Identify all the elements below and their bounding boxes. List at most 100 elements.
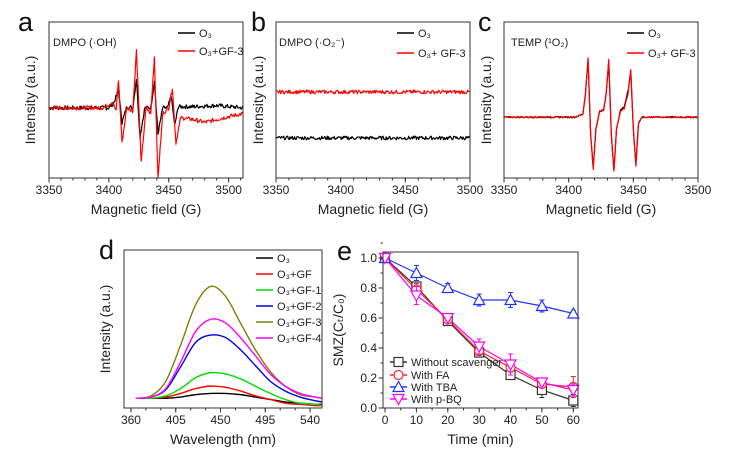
panel-label: c (478, 7, 492, 37)
plot-frame (503, 21, 699, 179)
x-axis-label: Time (min) (447, 431, 513, 447)
legend-label: O₃ (648, 28, 661, 40)
panel-c: c 3350 3400 3450 3500 Magnetic field (G) Inten… (478, 7, 712, 217)
legend-label: O₃+GF-3 (199, 46, 244, 58)
x-tick-label: 3400 (555, 183, 582, 197)
panel-label: a (18, 7, 34, 37)
annotation-text: TEMP (¹O₂) (511, 37, 568, 49)
legend-label: O₃ (277, 253, 290, 265)
x-tick-label: 3450 (392, 183, 419, 197)
data-point-marker (441, 312, 455, 325)
x-tick-label: 3400 (96, 183, 123, 197)
legend: O₃ O₃+ GF-3 (397, 28, 466, 60)
x-axis-label: Magnetic field (G) (546, 201, 656, 217)
x-tick-label: 3350 (36, 183, 63, 197)
legend-label: O₃+ GF-3 (418, 48, 466, 60)
legend-label: O₃+GF-1 (277, 285, 322, 297)
series-line-0 (504, 59, 698, 171)
series-line-0 (276, 135, 470, 141)
data-point-marker (409, 290, 423, 303)
y-tick-label: 0.0 (360, 401, 377, 415)
panel-a: a 3350 3400 3450 3500 Magnetic field (G) Inten… (18, 7, 244, 217)
series-line-3 (135, 334, 322, 403)
annotation-text: DMPO (·OH) (53, 37, 117, 49)
y-axis-label: SMZ(Cₜ/C₀) (330, 294, 346, 367)
plot-frame (275, 21, 471, 179)
panel-e: e 0 10 20 30 40 50 60 0.0 0.2 0.4 0.6 0.8 1.0 Time (mi… (330, 236, 580, 447)
legend-label: With p-BQ (411, 394, 462, 406)
y-axis-label: Intensity (a.u.) (250, 56, 266, 145)
data-point-marker (472, 293, 486, 306)
x-tick-label: 40 (504, 413, 518, 427)
data-point-marker (566, 306, 580, 319)
plot-frame (123, 249, 323, 409)
series-line-5 (135, 318, 322, 399)
y-axis-label: Intensity (a.u.) (22, 56, 38, 145)
legend-marker (391, 393, 406, 406)
y-tick-label: 0.2 (360, 371, 377, 385)
plot-area (49, 49, 243, 178)
legend-label: With TBA (411, 382, 458, 394)
x-axis-label: Magnetic field (G) (91, 201, 201, 217)
x-tick-label: 3450 (620, 183, 647, 197)
panel-label: e (337, 236, 352, 266)
series-line-4 (135, 285, 322, 399)
legend-label: O₃+GF-3 (277, 317, 322, 329)
panel-label: b (251, 7, 266, 37)
y-axis-label: Intensity (a.u.) (478, 56, 494, 145)
x-tick-label: 30 (472, 413, 486, 427)
series-line-1 (49, 49, 243, 178)
x-tick-label: 3350 (263, 183, 290, 197)
data-point-marker (566, 384, 580, 397)
legend: O₃ O₃+GF O₃+GF-1 O₃+GF-2 O₃+GF-3 O₃+GF-4 (256, 253, 322, 345)
x-tick-label: 50 (535, 413, 549, 427)
y-axis-label: Intensity (a.u.) (97, 285, 113, 374)
panel-label: d (99, 235, 114, 265)
plot-area (276, 89, 470, 141)
legend-label: O₃ (199, 28, 212, 40)
x-tick-label: 495 (255, 413, 275, 427)
data-point-marker (409, 266, 423, 279)
data-point-marker (535, 299, 549, 312)
panel-b: b 3350 3400 3450 3500 Magnetic field (G) Inten… (250, 7, 484, 217)
legend: O₃ O₃+ GF-3 (627, 28, 696, 60)
legend-label: With FA (411, 370, 450, 382)
x-tick-label: 3450 (155, 183, 182, 197)
x-tick-label: 60 (567, 413, 581, 427)
data-point-marker (504, 359, 518, 372)
x-tick-label: 450 (210, 413, 230, 427)
y-tick-label: 0.4 (360, 341, 377, 355)
panel-d: d 360 405 450 495 540 Wavelength (nm) Intensity… (97, 235, 323, 447)
y-tick-label: 1.0 (360, 251, 377, 265)
x-axis-label: Magnetic field (G) (318, 201, 428, 217)
plot-area (135, 285, 322, 407)
x-tick-label: 3350 (491, 183, 518, 197)
data-point-marker (441, 281, 455, 294)
legend-label: Without scavenger (411, 357, 502, 369)
x-tick-label: 540 (300, 413, 320, 427)
x-axis-label: Wavelength (nm) (170, 431, 276, 447)
plot-frame (382, 251, 579, 409)
y-tick-label: 0.6 (360, 311, 377, 325)
legend-label: O₃ (418, 28, 431, 40)
x-tick-label: 3400 (327, 183, 354, 197)
legend-marker (393, 369, 404, 381)
legend-marker (391, 380, 406, 393)
x-tick-label: 10 (410, 413, 424, 427)
legend-label: O₃+ GF-3 (648, 48, 696, 60)
annotation-text: DMPO (·O₂⁻) (279, 37, 345, 49)
x-tick-label: 0 (382, 413, 389, 427)
legend-marker (393, 356, 404, 368)
legend-label: O₃+GF-2 (277, 301, 322, 313)
y-tick-label: 0.8 (360, 281, 377, 295)
x-tick-label: 20 (441, 413, 455, 427)
data-point-marker (472, 341, 486, 354)
x-tick-label: 3500 (685, 183, 712, 197)
series-line-2 (135, 371, 322, 407)
series-line-1 (276, 89, 470, 95)
x-tick-label: 405 (166, 413, 186, 427)
x-tick-label: 360 (121, 413, 141, 427)
x-tick-label: 3500 (215, 183, 242, 197)
